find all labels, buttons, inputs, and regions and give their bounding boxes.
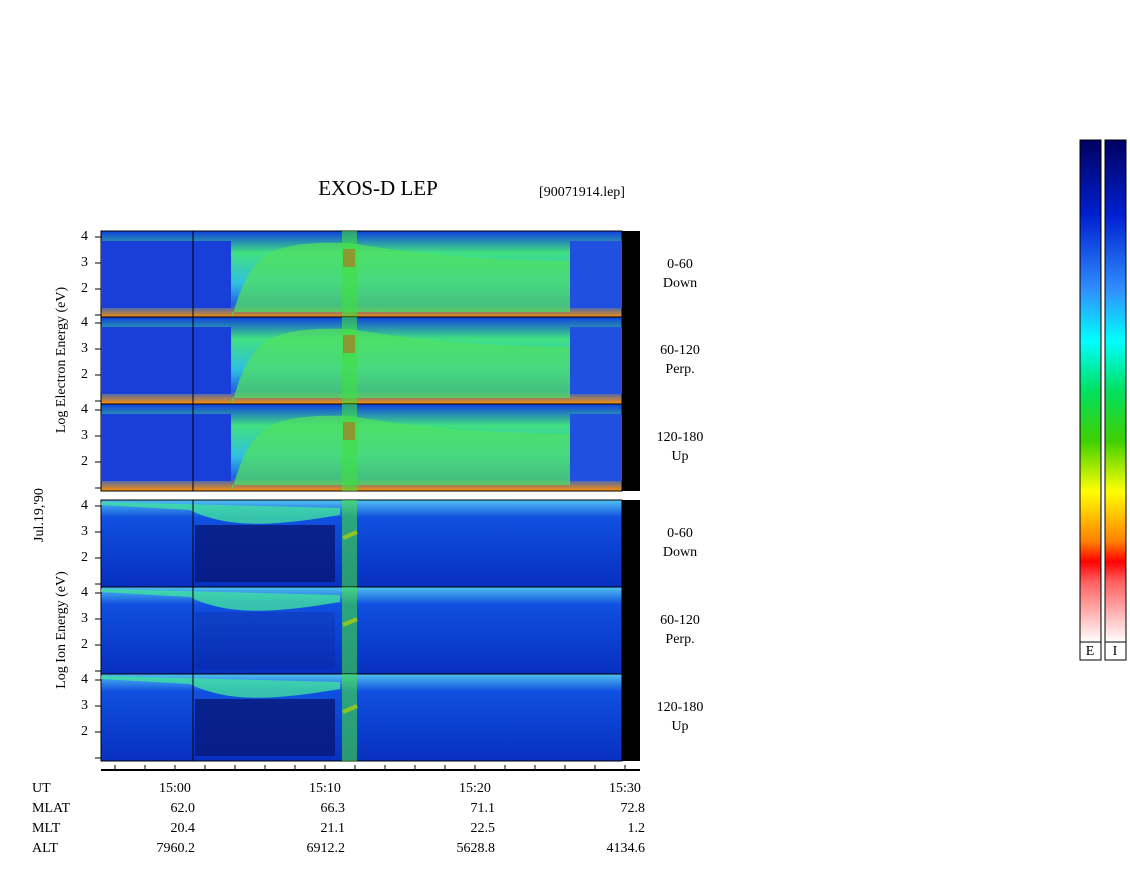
cell: 4134.6 <box>607 841 646 856</box>
background <box>570 414 622 481</box>
background <box>570 327 622 394</box>
title: EXOS-D LEP <box>318 176 438 200</box>
cell: 21.1 <box>321 821 346 836</box>
panel-direction: Down <box>663 276 697 291</box>
y-tick-label: 3 <box>81 341 88 356</box>
row-label: MLT <box>32 821 61 836</box>
cell: 22.5 <box>471 821 496 836</box>
dark-region <box>195 612 335 669</box>
y-tick-label: 4 <box>81 585 88 600</box>
y-axis-label: Log Ion Energy (eV) <box>54 571 69 689</box>
low-energy-band <box>101 241 231 308</box>
colorbar-label-box <box>1104 641 1127 661</box>
colorbar-label: I <box>1113 644 1118 659</box>
panel-direction: Up <box>671 719 688 734</box>
plasma-region <box>232 328 570 404</box>
stripe <box>342 317 357 404</box>
panel-angle: 60-120 <box>660 343 700 358</box>
ion-band <box>101 589 340 611</box>
colorbar <box>1104 139 1127 643</box>
time-ticks <box>114 765 626 770</box>
plasma-region <box>232 242 570 318</box>
cell: 20.4 <box>171 821 196 836</box>
stripe <box>342 404 357 491</box>
row-label: MLAT <box>32 801 71 816</box>
spectrogram-panel <box>100 499 623 588</box>
cell: 15:10 <box>309 781 341 796</box>
y-tick-label: 3 <box>81 698 88 713</box>
row-label: UT <box>32 781 51 796</box>
cell: 15:20 <box>459 781 491 796</box>
stripe <box>342 674 357 761</box>
cell: 72.8 <box>621 801 646 816</box>
panel-direction: Perp. <box>665 632 694 647</box>
cell: 71.1 <box>471 801 496 816</box>
panel-angle: 0-60 <box>667 526 693 541</box>
row-label: ALT <box>32 841 58 856</box>
cell: 7960.2 <box>157 841 196 856</box>
no-data <box>622 231 640 318</box>
colorbar-label-box <box>1079 641 1102 661</box>
plasma-region <box>232 415 570 491</box>
colorbar <box>1079 139 1102 643</box>
no-data <box>622 500 640 587</box>
panel-angle: 120-180 <box>657 700 704 715</box>
background <box>570 241 622 308</box>
no-data <box>622 587 640 674</box>
dark-region <box>195 699 335 756</box>
y-tick-label: 4 <box>81 672 88 687</box>
file-id: [90071914.lep] <box>539 185 625 200</box>
y-tick-label: 3 <box>81 428 88 443</box>
panel-angle: 60-120 <box>660 613 700 628</box>
cell: 15:30 <box>609 781 641 796</box>
y-tick-label: 2 <box>81 367 88 382</box>
y-tick-label: 2 <box>81 724 88 739</box>
spectrogram-panel <box>100 673 623 762</box>
y-tick-label: 3 <box>81 524 88 539</box>
cell: 1.2 <box>628 821 646 836</box>
stripe <box>342 587 357 674</box>
y-tick-label: 4 <box>81 315 88 330</box>
no-data <box>622 674 640 761</box>
panel-angle: 120-180 <box>657 430 704 445</box>
stripe <box>342 231 357 318</box>
cell: 6912.2 <box>307 841 346 856</box>
panel-direction: Up <box>671 449 688 464</box>
panel-direction: Down <box>663 545 697 560</box>
date: Jul.19,'90 <box>32 488 47 542</box>
y-tick-label: 3 <box>81 611 88 626</box>
panel-direction: Perp. <box>665 362 694 377</box>
cell: 62.0 <box>171 801 196 816</box>
y-tick-label: 2 <box>81 550 88 565</box>
y-tick-label: 2 <box>81 454 88 469</box>
y-tick-label: 2 <box>81 281 88 296</box>
y-tick-label: 3 <box>81 255 88 270</box>
y-axis-label: Log Electron Energy (eV) <box>54 287 69 434</box>
dark-region <box>195 525 335 582</box>
y-tick-label: 4 <box>81 402 88 417</box>
stripe <box>342 500 357 587</box>
cell: 66.3 <box>321 801 346 816</box>
y-tick-label: 4 <box>81 229 88 244</box>
cell: 15:00 <box>159 781 191 796</box>
y-tick-label: 2 <box>81 637 88 652</box>
no-data <box>622 317 640 404</box>
colorbar-label: E <box>1086 644 1095 659</box>
no-data <box>622 404 640 491</box>
ion-band <box>101 502 340 524</box>
spectrograms: 2 3 4 0-60 Down 2 3 4 60-120 Perp. 2 3 4 120-180 Up Log… <box>54 229 704 762</box>
panel-angle: 0-60 <box>667 257 693 272</box>
cell: 5628.8 <box>457 841 496 856</box>
low-energy-band <box>101 327 231 394</box>
spectrogram-panel <box>100 586 623 675</box>
orbit-table: UT 15:00 15:10 15:20 15:30 MLAT 62.0 66.3 71.1 72… <box>32 781 645 856</box>
ion-band <box>101 676 340 698</box>
low-energy-band <box>101 414 231 481</box>
y-tick-label: 4 <box>81 498 88 513</box>
